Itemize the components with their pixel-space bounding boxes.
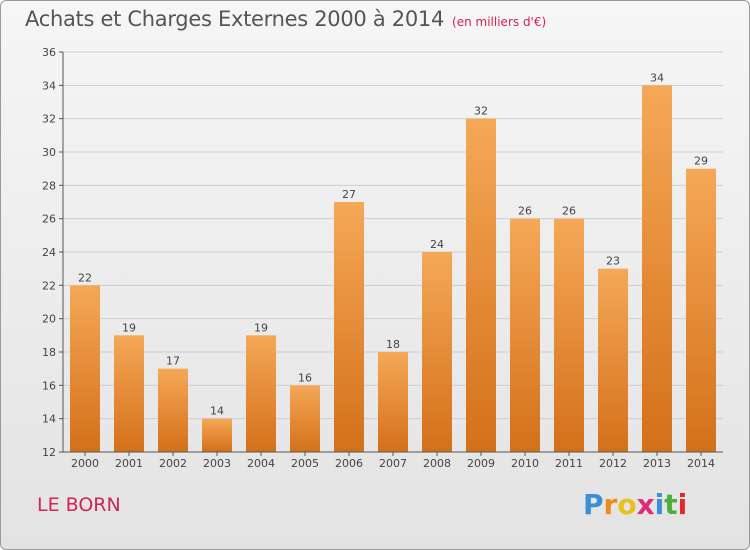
x-tick-label: 2013 xyxy=(643,457,671,470)
bar-value-label: 19 xyxy=(122,321,136,334)
bar xyxy=(378,352,408,452)
chart-subtitle: (en milliers d'€) xyxy=(452,15,547,29)
y-tick-label: 12 xyxy=(42,446,56,459)
bar-value-label: 32 xyxy=(474,105,488,118)
bar-value-label: 16 xyxy=(298,371,312,384)
bar xyxy=(422,252,452,452)
y-tick-label: 30 xyxy=(42,146,56,159)
logo-letter: P xyxy=(583,488,604,521)
place-name: LE BORN xyxy=(37,494,121,516)
bars: 22 19 17 14 19 16 27 18 24 32 26 26 23 34 29 xyxy=(70,71,716,453)
x-tick-label: 2012 xyxy=(599,457,627,470)
x-tick-label: 2004 xyxy=(247,457,275,470)
bar xyxy=(290,385,320,452)
x-tick-label: 2005 xyxy=(291,457,319,470)
bar-value-label: 27 xyxy=(342,188,356,201)
bar-value-label: 17 xyxy=(166,355,180,368)
proxiti-logo[interactable]: Proxiti xyxy=(583,488,687,521)
y-tick-label: 36 xyxy=(42,46,56,59)
y-tick-label: 32 xyxy=(42,113,56,126)
logo-letter: o xyxy=(617,488,637,521)
bar xyxy=(510,218,540,452)
bar xyxy=(70,285,100,452)
bar-value-label: 26 xyxy=(518,205,532,218)
logo-letter: i xyxy=(654,488,665,521)
x-tick-label: 2008 xyxy=(423,457,451,470)
bar xyxy=(334,202,364,452)
bar xyxy=(202,418,232,452)
logo-letter: r xyxy=(603,488,618,521)
y-tick-label: 14 xyxy=(42,413,56,426)
y-tick-label: 22 xyxy=(42,279,56,292)
bar-value-label: 19 xyxy=(254,321,268,334)
bar xyxy=(598,268,628,452)
bar-value-label: 34 xyxy=(650,71,664,84)
bar xyxy=(642,85,672,452)
logo-letter: i xyxy=(677,488,688,521)
x-tick-label: 2007 xyxy=(379,457,407,470)
title-row: Achats et Charges Externes 2000 à 2014 (e… xyxy=(25,7,546,31)
x-tick-label: 2002 xyxy=(159,457,187,470)
y-tick-label: 28 xyxy=(42,179,56,192)
bar xyxy=(158,368,188,452)
chart-title: Achats et Charges Externes 2000 à 2014 xyxy=(25,7,445,31)
bar-value-label: 14 xyxy=(210,405,224,418)
logo-letter: x xyxy=(636,488,655,521)
bar-value-label: 29 xyxy=(694,155,708,168)
y-tick-label: 18 xyxy=(42,346,56,359)
bar xyxy=(466,118,496,453)
bar xyxy=(686,168,716,452)
bar-value-label: 22 xyxy=(78,271,92,284)
x-tick-label: 2009 xyxy=(467,457,495,470)
y-tick-label: 20 xyxy=(42,313,56,326)
bar-value-label: 18 xyxy=(386,338,400,351)
logo-letter: t xyxy=(664,488,678,521)
y-tick-label: 34 xyxy=(42,79,56,92)
x-tick-label: 2006 xyxy=(335,457,363,470)
axes: 12 14 16 18 20 22 24 26 28 30 32 34 36 2000 2001 2002 20… xyxy=(42,46,723,470)
bar-value-label: 24 xyxy=(430,238,444,251)
y-tick-label: 24 xyxy=(42,246,56,259)
x-tick-label: 2010 xyxy=(511,457,539,470)
bar-value-label: 23 xyxy=(606,255,620,268)
bar xyxy=(554,218,584,452)
x-tick-label: 2011 xyxy=(555,457,583,470)
x-tick-label: 2003 xyxy=(203,457,231,470)
y-tick-label: 26 xyxy=(42,213,56,226)
bar xyxy=(114,335,144,452)
x-tick-label: 2001 xyxy=(115,457,143,470)
bar xyxy=(246,335,276,452)
y-tick-label: 16 xyxy=(42,379,56,392)
x-tick-label: 2000 xyxy=(71,457,99,470)
bar-value-label: 26 xyxy=(562,205,576,218)
x-tick-label: 2014 xyxy=(687,457,715,470)
